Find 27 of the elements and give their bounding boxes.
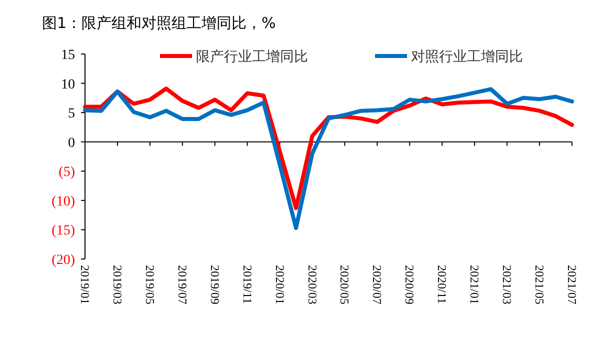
x-tick-label: 2020/01 xyxy=(272,265,287,304)
x-tick-label: 2021/03 xyxy=(500,265,514,304)
y-tick-label: 15 xyxy=(61,48,75,63)
y-tick-label: (5) xyxy=(58,165,76,180)
x-tick-label: 2020/03 xyxy=(305,265,320,304)
legend-label: 对照行业工增同比 xyxy=(411,49,523,65)
y-tick-label: 5 xyxy=(68,106,75,122)
x-tick-label: 2019/01 xyxy=(78,265,92,304)
x-tick-label: 2019/03 xyxy=(110,265,124,304)
x-tick-label: 2020/11 xyxy=(435,265,450,304)
x-tick-label: 2020/09 xyxy=(402,265,417,304)
legend-label: 限产行业工增同比 xyxy=(196,49,308,65)
x-tick-label: 2020/05 xyxy=(338,265,352,304)
x-tick-label: 2019/11 xyxy=(240,265,254,304)
x-tick-label: 2019/09 xyxy=(208,265,222,304)
y-tick-label: (15) xyxy=(52,224,76,239)
x-tick-label: 2021/05 xyxy=(532,265,547,304)
y-tick-label: 0 xyxy=(68,136,75,151)
y-tick-label: 10 xyxy=(61,77,75,92)
x-tick-label: 2020/07 xyxy=(370,265,384,304)
chart-title: 图1：限产组和对照组工增同比，% xyxy=(42,14,276,32)
x-tick-label: 2019/05 xyxy=(142,265,157,304)
y-tick-label: (10) xyxy=(52,194,76,210)
x-tick-label: 2019/07 xyxy=(175,265,190,304)
x-tick-label: 2021/01 xyxy=(468,265,482,304)
y-tick-label: (20) xyxy=(52,253,76,268)
x-tick-label: 2021/07 xyxy=(565,265,579,304)
